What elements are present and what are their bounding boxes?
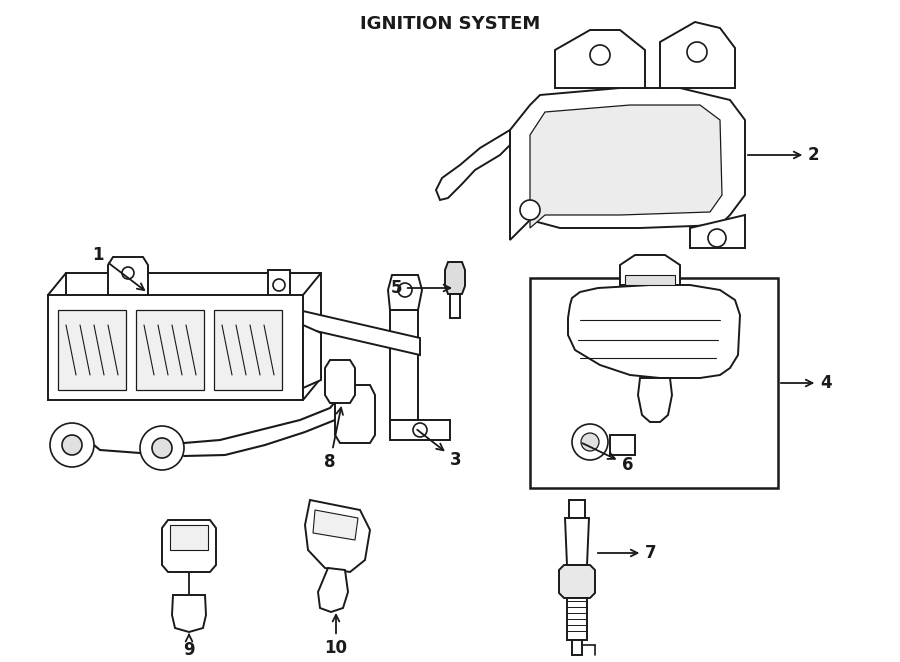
Polygon shape <box>325 360 355 403</box>
Polygon shape <box>572 640 582 655</box>
Circle shape <box>122 267 134 279</box>
Polygon shape <box>568 285 740 378</box>
Polygon shape <box>214 310 282 390</box>
Text: 9: 9 <box>184 635 194 659</box>
Polygon shape <box>620 255 680 285</box>
Polygon shape <box>48 295 303 400</box>
Polygon shape <box>436 130 510 200</box>
Circle shape <box>140 426 184 470</box>
Circle shape <box>572 424 608 460</box>
Text: 3: 3 <box>418 430 462 469</box>
Polygon shape <box>388 275 422 310</box>
Circle shape <box>520 200 540 220</box>
Circle shape <box>708 229 726 247</box>
Polygon shape <box>108 257 148 295</box>
Text: 2: 2 <box>748 146 820 164</box>
Circle shape <box>50 423 94 467</box>
Polygon shape <box>268 303 420 355</box>
Circle shape <box>590 45 610 65</box>
Circle shape <box>273 279 285 291</box>
Polygon shape <box>66 273 321 378</box>
Text: 5: 5 <box>391 279 450 297</box>
Polygon shape <box>335 385 375 443</box>
Polygon shape <box>313 510 358 540</box>
Polygon shape <box>268 270 290 310</box>
Polygon shape <box>510 88 745 240</box>
Circle shape <box>62 435 82 455</box>
Polygon shape <box>530 105 722 228</box>
Polygon shape <box>638 378 672 422</box>
Polygon shape <box>390 420 450 440</box>
Polygon shape <box>390 310 418 420</box>
Polygon shape <box>690 215 745 248</box>
Polygon shape <box>565 518 589 565</box>
Polygon shape <box>162 520 216 572</box>
Polygon shape <box>610 435 635 455</box>
Polygon shape <box>58 310 126 390</box>
Polygon shape <box>305 500 370 572</box>
Text: 7: 7 <box>598 544 657 562</box>
Polygon shape <box>318 568 348 612</box>
Polygon shape <box>559 565 595 598</box>
Bar <box>530 278 778 488</box>
Polygon shape <box>555 30 645 88</box>
Polygon shape <box>172 595 206 632</box>
Circle shape <box>687 42 707 62</box>
Circle shape <box>398 283 412 297</box>
Polygon shape <box>567 598 587 640</box>
Circle shape <box>413 423 427 437</box>
Text: 6: 6 <box>582 443 634 474</box>
Polygon shape <box>445 262 465 294</box>
Text: 1: 1 <box>93 246 144 290</box>
Polygon shape <box>303 325 321 388</box>
Text: 10: 10 <box>325 615 347 657</box>
Polygon shape <box>136 310 204 390</box>
Polygon shape <box>450 294 460 318</box>
Circle shape <box>152 438 172 458</box>
Text: IGNITION SYSTEM: IGNITION SYSTEM <box>360 15 540 33</box>
Polygon shape <box>170 525 208 550</box>
Text: 4: 4 <box>781 374 832 392</box>
Polygon shape <box>660 22 735 88</box>
Text: 8: 8 <box>324 408 343 471</box>
Polygon shape <box>569 500 585 518</box>
Polygon shape <box>625 275 675 285</box>
Circle shape <box>581 433 599 451</box>
